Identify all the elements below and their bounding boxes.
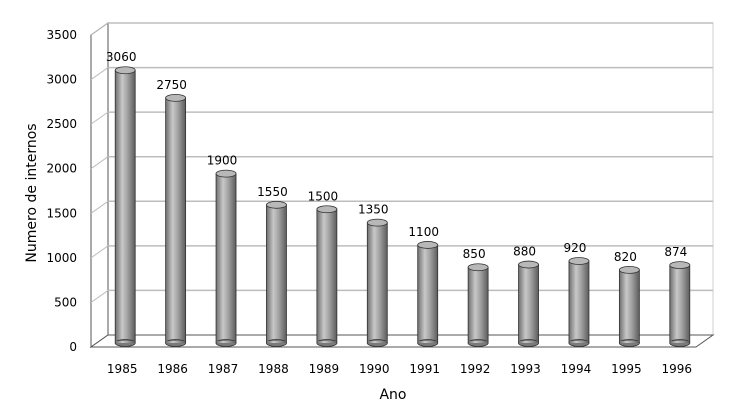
x-tick-label: 1992 (460, 362, 491, 376)
bar-body (114, 69, 136, 344)
gridline-side (90, 200, 109, 214)
bar-base-cover (670, 341, 690, 343)
gridline-side (90, 67, 109, 80)
bar: 1100 (408, 225, 439, 347)
bar-top (417, 241, 439, 249)
bars: 3060 2750 1900 1550 1500 1350 1100 850 880 920 820… (106, 50, 691, 347)
x-tick-label: 1994 (561, 362, 592, 376)
gridline-side (90, 156, 109, 170)
bar-base-cover (166, 341, 186, 343)
data-label: 3060 (106, 50, 137, 64)
gridlines (90, 22, 713, 303)
y-tick-label: 2000 (46, 162, 77, 176)
bar-body (568, 260, 590, 344)
gridline-side (90, 111, 109, 125)
bar: 1500 (308, 189, 339, 347)
bar-body (165, 97, 187, 344)
x-tick-label: 1996 (662, 362, 693, 376)
x-axis-ticks: 1985 1986 1987 1988 1989 1990 1991 1992 1993 1994… (107, 362, 692, 376)
bar: 3060 (106, 50, 137, 347)
gridline-side (90, 22, 109, 36)
bar-base-cover (317, 341, 337, 343)
bar-body (467, 266, 489, 344)
bar-base-cover (519, 341, 539, 343)
bar: 880 (513, 245, 539, 347)
bar-body (266, 204, 287, 344)
y-axis-title: Numero de internos (24, 123, 40, 262)
bar: 920 (564, 241, 590, 347)
x-tick-label: 1988 (258, 362, 289, 376)
bar-base-cover (266, 341, 286, 343)
x-axis-title: Ano (379, 387, 406, 403)
bar-body (518, 264, 539, 344)
bar-base-cover (216, 341, 236, 343)
x-tick-label: 1987 (208, 362, 239, 376)
bar: 874 (664, 245, 691, 347)
x-tick-label: 1989 (309, 362, 340, 376)
y-tick-label: 500 (54, 295, 77, 309)
data-label: 1550 (257, 185, 288, 199)
bar: 1550 (257, 185, 288, 347)
bar-body (618, 269, 640, 344)
y-tick-label: 2500 (46, 117, 77, 131)
y-tick-label: 0 (69, 340, 77, 354)
bar-base-cover (115, 341, 135, 343)
data-label: 1900 (207, 154, 238, 168)
data-label: 874 (664, 245, 687, 259)
data-label: 850 (463, 247, 486, 261)
floor (89, 334, 715, 348)
bar-base-cover (619, 341, 639, 343)
data-label: 880 (513, 245, 536, 259)
bar-base-cover (468, 341, 488, 343)
bar-top (165, 93, 187, 102)
plot-frame (89, 22, 715, 348)
bar-top (568, 257, 590, 265)
data-label: 2750 (156, 78, 187, 92)
bar-top (266, 200, 287, 209)
bar-top (669, 261, 691, 269)
bar-body (669, 264, 691, 344)
data-label: 1500 (308, 189, 339, 203)
bar-top (316, 205, 338, 214)
bar-top (518, 260, 539, 269)
x-tick-label: 1995 (611, 362, 642, 376)
bar: 850 (463, 247, 489, 347)
bar-body (366, 222, 388, 344)
bar-base-cover (367, 341, 387, 343)
x-tick-label: 1991 (409, 362, 440, 376)
y-tick-label: 3500 (46, 28, 77, 42)
x-tick-label: 1993 (510, 362, 541, 376)
bar: 1350 (358, 203, 389, 347)
bar: 1900 (207, 154, 238, 347)
data-label: 920 (564, 241, 587, 255)
y-tick-label: 3000 (46, 73, 77, 87)
y-tick-label: 1000 (46, 251, 77, 265)
x-tick-label: 1986 (157, 362, 188, 376)
gridline-side (90, 245, 109, 259)
bar-base-cover (569, 341, 589, 343)
data-label: 1100 (408, 225, 439, 239)
bar-body (316, 208, 338, 344)
gridline-side (90, 290, 109, 303)
bar-top (618, 266, 640, 274)
bar: 2750 (156, 78, 187, 347)
bar-body (417, 244, 439, 344)
y-tick-label: 1500 (46, 206, 77, 220)
bar-top (467, 263, 489, 272)
bar-top (215, 169, 237, 178)
data-label: 820 (614, 250, 637, 264)
bar-base-cover (418, 341, 438, 343)
bar-body (215, 173, 237, 344)
bar: 820 (614, 250, 640, 347)
data-label: 1350 (358, 203, 389, 217)
x-tick-label: 1990 (359, 362, 390, 376)
bar-top (366, 218, 388, 227)
side-wall (90, 22, 109, 348)
x-tick-label: 1985 (107, 362, 138, 376)
bar-top (114, 66, 136, 75)
y-axis-ticks: 0 500 1000 1500 2000 2500 3000 3500 (46, 28, 77, 354)
